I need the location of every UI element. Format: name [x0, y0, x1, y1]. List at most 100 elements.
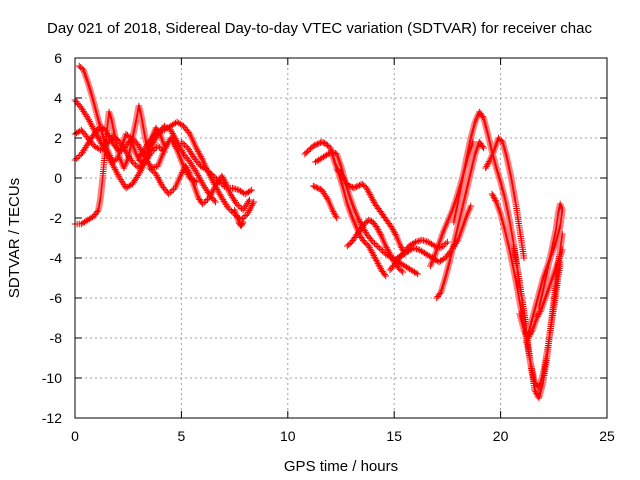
data-point [239, 220, 246, 227]
data-point [559, 246, 566, 254]
data-point [187, 160, 195, 167]
data-point [314, 184, 321, 192]
chart-title: Day 021 of 2018, Sidereal Day-to-day VTE… [47, 20, 592, 37]
data-point [376, 244, 383, 252]
data-point [329, 148, 336, 156]
data-point [485, 158, 493, 165]
data-point [79, 149, 86, 156]
data-point [202, 185, 210, 193]
data-point [323, 195, 331, 202]
data-point [130, 179, 137, 186]
data-point [132, 161, 139, 169]
data-point [326, 150, 333, 157]
data-point [116, 138, 123, 146]
data-point [440, 241, 448, 249]
data-point [134, 172, 142, 179]
data-point [78, 65, 86, 72]
data-point [118, 178, 126, 185]
data-point [229, 194, 236, 201]
data-point [218, 180, 225, 187]
data-point [350, 184, 358, 192]
x-tick-label: 10 [280, 428, 296, 444]
data-point [357, 181, 365, 188]
data-point [190, 165, 198, 172]
data-point [410, 239, 418, 247]
data-point [83, 142, 91, 149]
data-point [112, 156, 120, 163]
data-point [98, 145, 106, 152]
data-point [210, 172, 217, 180]
data-point [382, 272, 389, 280]
data-point [492, 197, 499, 204]
data-point [351, 184, 359, 191]
data-point [82, 111, 89, 118]
data-point [116, 148, 123, 156]
data-point [119, 179, 127, 187]
data-point [243, 201, 250, 209]
data-point [219, 196, 227, 203]
data-point [346, 182, 353, 190]
x-tick-label: 20 [493, 428, 509, 444]
data-point [189, 163, 197, 171]
data-point [170, 186, 177, 193]
data-point [241, 203, 249, 210]
data-point [235, 202, 242, 209]
data-point [498, 137, 505, 144]
data-point [145, 139, 152, 147]
data-point [224, 204, 232, 212]
data-point [332, 213, 340, 220]
data-point [374, 243, 382, 250]
data-point [227, 190, 234, 198]
data-point [314, 140, 321, 148]
data-point [210, 197, 218, 204]
data-point [146, 138, 153, 145]
data-point [208, 171, 216, 178]
data-point [324, 150, 332, 158]
data-point [436, 290, 444, 297]
y-tick-label: 4 [54, 90, 62, 106]
data-point [311, 142, 319, 149]
data-point [82, 144, 89, 151]
data-point [133, 174, 141, 181]
data-point [372, 241, 380, 249]
data-point [145, 159, 152, 167]
data-point [94, 208, 101, 215]
data-point [311, 183, 319, 190]
data-point [381, 271, 388, 278]
data-point [185, 146, 193, 153]
data-point [211, 174, 219, 181]
data-point [81, 109, 88, 117]
data-point [199, 180, 206, 188]
data-point [325, 143, 333, 150]
data-point [319, 139, 327, 146]
data-point [240, 213, 248, 221]
data-point [191, 167, 199, 174]
data-point [377, 246, 385, 253]
data-point [184, 144, 192, 152]
data-point [354, 182, 362, 190]
data-point [186, 148, 194, 155]
data-point [186, 158, 194, 166]
data-point [141, 144, 149, 152]
data-point [179, 140, 187, 147]
data-point [142, 143, 150, 150]
data-point [129, 158, 136, 166]
data-point [366, 217, 374, 224]
data-point [320, 190, 328, 197]
data-point [310, 142, 317, 150]
data-point [202, 197, 210, 205]
data-point [520, 254, 528, 262]
data-point [111, 134, 119, 141]
data-point [83, 113, 91, 120]
data-point [444, 238, 451, 246]
data-point [120, 145, 128, 152]
data-point [203, 187, 211, 194]
data-point [100, 143, 108, 151]
y-tick-label: 2 [54, 130, 62, 146]
data-point [151, 131, 159, 139]
data-point [134, 141, 141, 148]
data-point [188, 151, 196, 158]
data-point [110, 132, 117, 140]
data-point [199, 200, 206, 208]
y-axis-title: SDTVAR / TECUs [6, 178, 23, 298]
